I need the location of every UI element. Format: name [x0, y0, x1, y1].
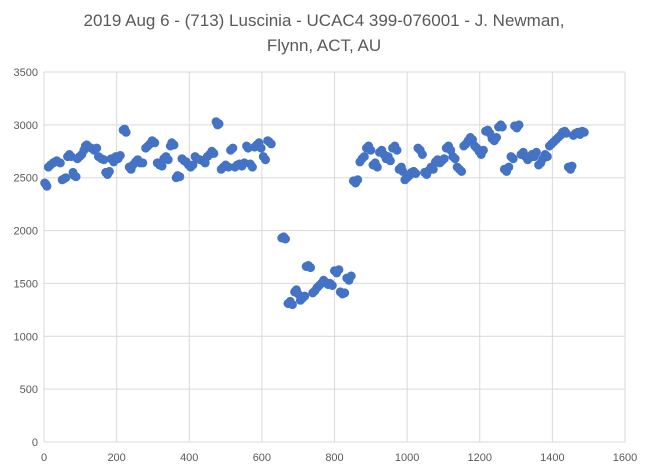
- data-point: [340, 288, 350, 298]
- x-tick-label: 600: [253, 452, 271, 464]
- data-point: [209, 148, 219, 158]
- data-point: [121, 127, 131, 137]
- data-point: [428, 164, 438, 174]
- x-tick-label: 1200: [468, 452, 492, 464]
- data-point: [150, 138, 160, 148]
- data-point: [55, 158, 65, 168]
- data-point: [42, 181, 52, 191]
- chart-title-line-1: 2019 Aug 6 - (713) Luscinia - UCAC4 399-…: [84, 11, 565, 30]
- data-point: [392, 145, 402, 155]
- y-tick-label: 1500: [14, 278, 38, 290]
- chart-title-line-2: Flynn, ACT, AU: [267, 36, 381, 55]
- data-point: [287, 300, 297, 310]
- y-tick-label: 2500: [14, 173, 38, 185]
- data-point: [157, 161, 167, 171]
- data-point: [138, 158, 148, 168]
- data-point: [266, 139, 276, 149]
- axes: [43, 72, 625, 443]
- x-tick-label: 0: [41, 452, 47, 464]
- data-point: [497, 122, 507, 132]
- y-tick-label: 3500: [14, 67, 38, 79]
- data-point: [457, 166, 467, 176]
- y-tick-label: 3000: [14, 120, 38, 132]
- data-point: [366, 145, 376, 155]
- data-point: [491, 133, 501, 143]
- y-tick-label: 0: [32, 437, 38, 449]
- data-point: [514, 120, 524, 130]
- x-tick-label: 800: [325, 452, 343, 464]
- y-tick-label: 2000: [14, 226, 38, 238]
- data-point: [61, 173, 71, 183]
- data-point: [327, 280, 337, 290]
- y-tick-label: 500: [20, 384, 38, 396]
- data-point: [115, 151, 125, 161]
- data-point: [579, 127, 589, 137]
- x-tick-label: 200: [107, 452, 125, 464]
- x-tick-label: 1600: [613, 452, 637, 464]
- data-point: [542, 152, 552, 162]
- data-point: [385, 156, 395, 166]
- data-point: [104, 166, 114, 176]
- data-point: [508, 154, 518, 164]
- data-point: [372, 162, 382, 172]
- data-point: [417, 150, 427, 160]
- data-point: [175, 172, 185, 182]
- data-point: [247, 162, 257, 172]
- data-point: [411, 169, 421, 179]
- x-tick-label: 1400: [540, 452, 564, 464]
- data-point: [478, 145, 488, 155]
- data-point: [346, 271, 356, 281]
- tick-labels: 0 500 1000 1500 2000 2500 3000 3500 0 200 400 600 80…: [14, 67, 638, 464]
- data-point: [504, 162, 514, 172]
- data-point: [439, 154, 449, 164]
- data-point: [228, 143, 238, 153]
- data-point: [305, 263, 315, 273]
- data-point: [260, 155, 270, 165]
- data-point: [334, 265, 344, 275]
- x-tick-label: 1000: [395, 452, 419, 464]
- data-point: [531, 147, 541, 157]
- data-point: [567, 161, 577, 171]
- data-point: [280, 234, 290, 244]
- data-point: [450, 154, 460, 164]
- data-point: [256, 143, 266, 153]
- y-tick-label: 1000: [14, 331, 38, 343]
- data-point: [163, 155, 173, 165]
- data-point: [188, 160, 198, 170]
- data-point: [300, 291, 310, 301]
- data-point: [353, 175, 363, 185]
- data-point: [398, 166, 408, 176]
- data-points: [40, 117, 589, 310]
- data-point: [359, 152, 369, 162]
- data-point: [71, 172, 81, 182]
- x-tick-label: 400: [180, 452, 198, 464]
- data-point: [214, 119, 224, 129]
- data-point: [92, 143, 102, 153]
- gridlines: [44, 71, 626, 442]
- data-point: [169, 140, 179, 150]
